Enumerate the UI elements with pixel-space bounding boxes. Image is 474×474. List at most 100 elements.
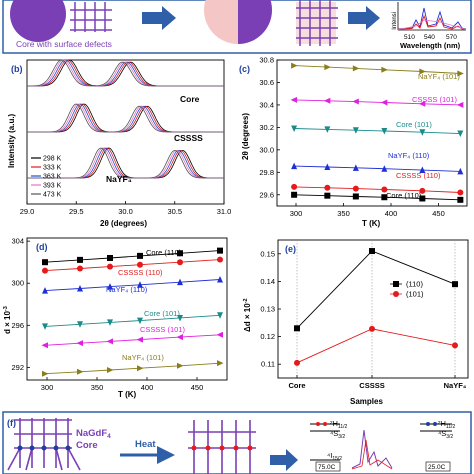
core-caption: Core with surface defects (16, 39, 112, 49)
data-point-2-0 (291, 125, 298, 133)
panel-d-d-spacing-vs-T: (d) Core (110)CSSSS (110)NaYF₄ (110)Core… (3, 237, 228, 399)
panel-b-xticks: 29.0 29.5 30.0 30.5 31.0 (20, 201, 231, 216)
data-point-2-4 (177, 278, 183, 286)
data-point-5-0 (291, 191, 298, 198)
emission-spectrum-sketch (351, 429, 393, 469)
ytick-5: 30.6 (259, 78, 274, 87)
series-label-1: CSSSS (101) (412, 95, 458, 104)
legend-entry-2: 363 K (43, 174, 62, 181)
data-point-2-5 (217, 276, 223, 283)
panel-b-xtick-3: 30.5 (167, 207, 182, 216)
data-point-e-1-0 (294, 359, 300, 366)
panel-d-ylabel: d × 10-3 (3, 306, 12, 334)
series-label-2: NaYF₄ (110) (106, 285, 148, 294)
panel-e-ytick-1: 0.12 (260, 332, 275, 341)
panel-e-ytick-2: 0.13 (260, 305, 275, 314)
data-point-5-1 (77, 368, 84, 375)
data-point-e-0-1 (369, 248, 375, 255)
data-point-0-5 (457, 70, 464, 77)
data-point-4-5 (457, 189, 464, 196)
svg-text:Intensi: Intensi (392, 12, 398, 30)
data-point-2-0 (42, 287, 48, 294)
data-point-1-2 (107, 263, 113, 270)
data-point-4-1 (76, 340, 83, 347)
data-point-1-5 (456, 101, 464, 108)
level-4i15: ⁴I15/2 (327, 451, 342, 462)
energy-levels-right: ²H11/2 ⁴S3/2 25.0C (420, 419, 456, 472)
ytick-1: 296 (11, 321, 24, 330)
data-point-1-4 (418, 100, 426, 107)
group-label-core: Core (180, 94, 200, 104)
ytick-2: 30.0 (259, 145, 274, 154)
ytick-4: 30.4 (259, 100, 274, 109)
data-point-0-1 (324, 64, 331, 71)
data-point-2-3 (381, 127, 388, 135)
data-point-5-5 (217, 360, 224, 367)
panel-f-label: (f) (7, 418, 16, 428)
data-point-5-4 (419, 195, 426, 202)
data-point-2-1 (77, 284, 83, 292)
data-point-3-2 (352, 164, 359, 171)
data-point-e-1-1 (369, 325, 375, 332)
panel-d-xlabel: T (K) (118, 390, 137, 399)
data-point-0-0 (42, 259, 48, 266)
level-2h11-right: ²H11/2 (438, 419, 456, 430)
panel-e-xlabel: Samples (350, 397, 383, 406)
xrd-curve-group1-series4 (27, 103, 224, 133)
ytick-1: 29.8 (259, 168, 274, 177)
series-label-4: CSSSS (110) (396, 171, 441, 180)
panel-e-series: (110)(101) (294, 240, 458, 378)
data-point-4-3 (136, 336, 143, 343)
panel-c-ticks: 300 350 400 450 29.6 29.8 30.0 30.2 30.4 30.6 30.8 (259, 56, 444, 219)
xtick-3: 450 (191, 383, 204, 392)
data-point-1-3 (380, 99, 388, 106)
data-point-4-2 (352, 185, 359, 192)
xtick-3: 450 (432, 209, 445, 218)
data-point-0-3 (381, 66, 388, 73)
panel-e-category-1: CSSSS (359, 381, 384, 390)
data-point-3-2 (107, 319, 113, 326)
data-point-1-0 (290, 96, 298, 103)
shell-lattice-icon (296, 0, 338, 46)
data-point-5-2 (352, 193, 359, 200)
series-label-0: NaYF₄ (101) (418, 72, 460, 81)
data-point-0-4 (177, 250, 183, 257)
series-line-3 (294, 165, 461, 172)
data-point-5-3 (381, 194, 388, 201)
legend-entry-0: 298 K (43, 156, 62, 163)
nagdf4-core-text: NaGdF4 (76, 428, 111, 440)
panel-e-ticks: 0.11 0.12 0.13 0.14 0.15 Core CSSSS NaYF₄ (260, 249, 466, 390)
data-point-3-1 (324, 163, 331, 171)
panel-c-series: NaYF₄ (101) CSSSS (101) Core (101) NaYF₄ (1… (290, 62, 464, 203)
data-point-3-3 (137, 317, 143, 325)
data-point-3-3 (381, 165, 388, 172)
series-label-1: CSSSS (110) (118, 268, 163, 277)
data-point-0-2 (107, 254, 113, 261)
top-strip: Core with surface defects Intensi 510 54… (2, 0, 472, 54)
series-line-0 (44, 250, 221, 263)
data-point-3-0 (42, 323, 48, 330)
xrd-curve-group2-series4 (27, 147, 224, 179)
panel-e-category-0: Core (288, 381, 305, 390)
lattice-grid-icon (70, 2, 112, 32)
data-point-3-4 (177, 314, 183, 322)
series-line-4 (44, 334, 221, 346)
data-point-e-0-0 (294, 325, 300, 332)
data-point-2-1 (324, 126, 331, 133)
data-point-1-3 (137, 261, 143, 268)
level-4s3-left: ⁴S3/2 (330, 429, 345, 440)
data-point-e-0-2 (452, 281, 458, 288)
level-4s3-right: ⁴S3/2 (438, 429, 453, 440)
inset-spectrum: Intensi 510 540 570 Wavelength (nm) (392, 2, 467, 50)
spectrum-xlabel: Wavelength (nm) (400, 41, 461, 50)
panel-b-label: (b) (11, 64, 23, 74)
ytick-3: 30.2 (259, 123, 274, 132)
series-line-3 (44, 314, 221, 327)
process-arrow-icon (142, 6, 176, 30)
panel-d-ticks: 300 350 400 450 292 296 300 304 (11, 237, 203, 392)
data-point-5-4 (177, 362, 184, 369)
data-point-4-3 (381, 186, 388, 193)
data-point-3-0 (291, 162, 298, 170)
panel-b-xtick-2: 30.0 (118, 207, 133, 216)
